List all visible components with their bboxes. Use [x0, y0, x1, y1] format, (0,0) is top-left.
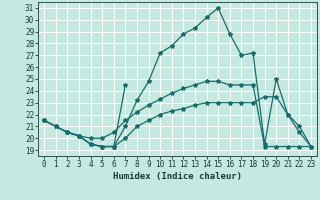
X-axis label: Humidex (Indice chaleur): Humidex (Indice chaleur) — [113, 172, 242, 181]
